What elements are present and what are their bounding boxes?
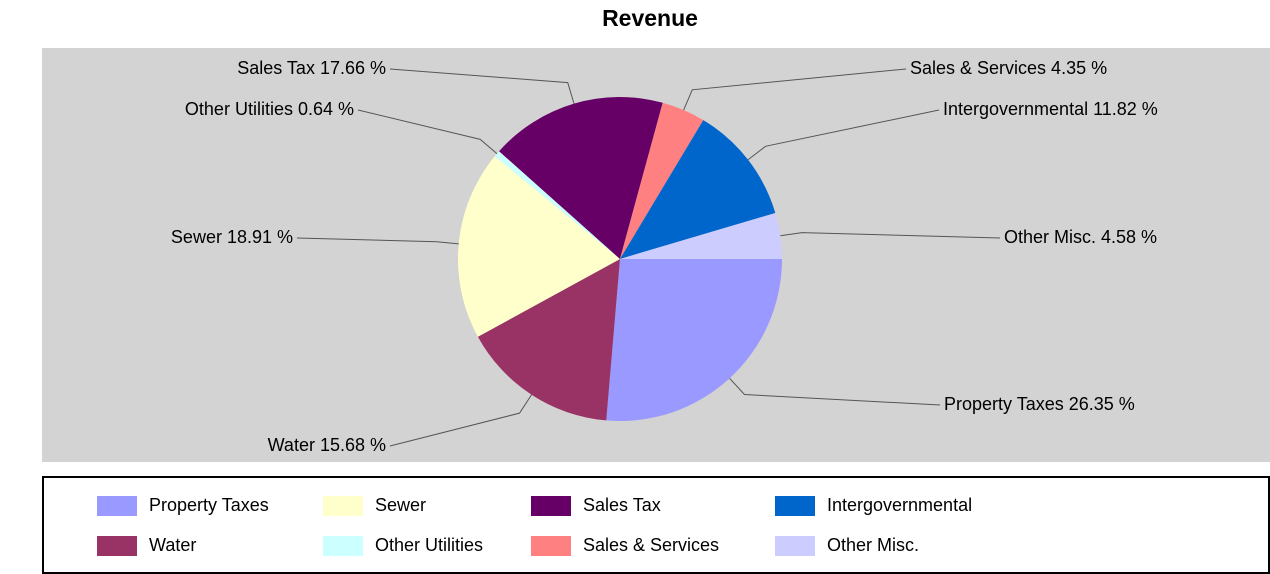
leader-line (389, 394, 532, 447)
legend-swatch (97, 496, 137, 516)
legend-swatch (775, 496, 815, 516)
legend-swatch (97, 536, 137, 556)
pie-slice (620, 213, 782, 259)
legend-label: Property Taxes (149, 495, 269, 515)
data-label: Property Taxes 26.35 % (944, 394, 1135, 414)
legend-swatch (323, 496, 363, 516)
leader-line (780, 232, 1001, 239)
leader-line (389, 68, 575, 104)
pie-slice (494, 151, 620, 259)
leader-line (683, 68, 907, 111)
legend-label: Sewer (375, 495, 426, 515)
data-label: Sales & Services 4.35 % (910, 58, 1107, 78)
legend-label: Sales & Services (583, 535, 719, 555)
legend-swatch (531, 496, 571, 516)
data-label: Intergovernmental 11.82 % (943, 99, 1158, 119)
legend-swatch (775, 536, 815, 556)
pie-slice (620, 102, 704, 260)
data-label: Sales Tax 17.66 % (237, 58, 386, 78)
pie-slice (477, 259, 620, 421)
leader-line (729, 377, 941, 406)
legend-label: Sales Tax (583, 495, 661, 515)
pie-slice (620, 120, 776, 259)
legend-label: Intergovernmental (827, 495, 972, 515)
data-label: Other Misc. 4.58 % (1004, 227, 1157, 247)
data-label: Sewer 18.91 % (171, 227, 293, 247)
legend-label: Other Misc. (827, 535, 919, 555)
leader-line (296, 237, 459, 245)
legend-label: Other Utilities (375, 535, 483, 555)
pie-slice (457, 156, 620, 337)
legend-swatch (323, 536, 363, 556)
pie-slice (606, 259, 782, 421)
leader-line (357, 109, 498, 155)
leader-line (747, 109, 940, 161)
legend-swatch (531, 536, 571, 556)
data-label: Other Utilities 0.64 % (185, 99, 354, 119)
pie-slice (499, 97, 663, 259)
legend-box (42, 476, 1270, 574)
chart-title: Revenue (602, 5, 698, 31)
legend-label: Water (149, 535, 196, 555)
data-label: Water 15.68 % (268, 435, 386, 455)
